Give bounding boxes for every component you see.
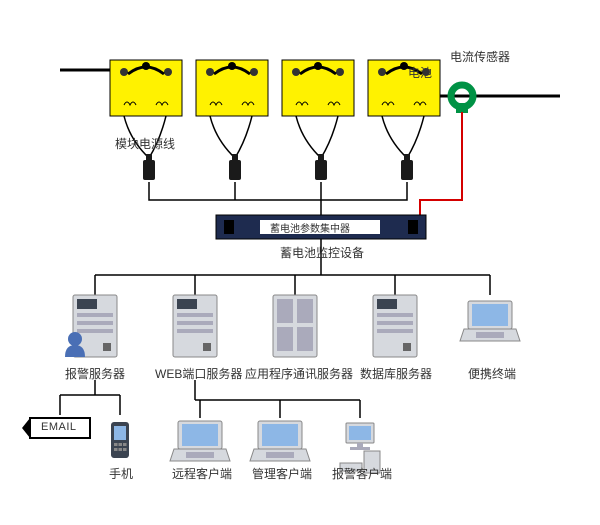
server-drops	[95, 275, 490, 295]
client-bus	[195, 380, 360, 418]
diagram-svg	[0, 0, 600, 525]
module-4-icon	[401, 154, 413, 180]
current-sensor-label: 电流传感器	[450, 48, 510, 65]
web-server-icon	[173, 295, 217, 357]
admin-client-label: 管理客户端	[252, 465, 312, 482]
alarm-server-label: 报警服务器	[65, 365, 125, 382]
module-1-icon	[143, 154, 155, 180]
sensor-wire	[420, 112, 462, 227]
current-sensor-icon	[451, 85, 473, 113]
db-server-label: 数据库服务器	[360, 365, 432, 382]
remote-client-label: 远程客户端	[172, 465, 232, 482]
battery-label: 电池	[408, 64, 432, 81]
admin-client-icon	[250, 421, 310, 461]
app-server-label: 应用程序通讯服务器	[245, 365, 353, 382]
diagram-canvas: 电流传感器 电池 模块电源线 蓄电池参数集中器 蓄电池监控设备 报警服务器 WE…	[0, 0, 600, 525]
module-power-label: 模块电源线	[115, 135, 175, 152]
remote-client-icon	[170, 421, 230, 461]
alarm-client-label: 报警客户端	[332, 465, 392, 482]
battery-1-icon	[110, 60, 182, 116]
portable-label: 便携终端	[468, 365, 516, 382]
battery-2-icon	[196, 60, 268, 116]
app-server-icon	[273, 295, 317, 357]
email-label: EMAIL	[41, 421, 77, 433]
battery-3-icon	[282, 60, 354, 116]
phone-label: 手机	[109, 465, 133, 482]
alarm-split	[60, 380, 120, 415]
web-server-label: WEB端口服务器	[155, 365, 242, 382]
drop-wires	[149, 182, 407, 215]
module-2-icon	[229, 154, 241, 180]
monitor-device-label: 蓄电池监控设备	[280, 244, 364, 261]
phone-icon	[111, 422, 129, 458]
db-server-icon	[373, 295, 417, 357]
module-3-icon	[315, 154, 327, 180]
rack-unit-label: 蓄电池参数集中器	[270, 220, 350, 235]
portable-icon	[460, 301, 520, 341]
